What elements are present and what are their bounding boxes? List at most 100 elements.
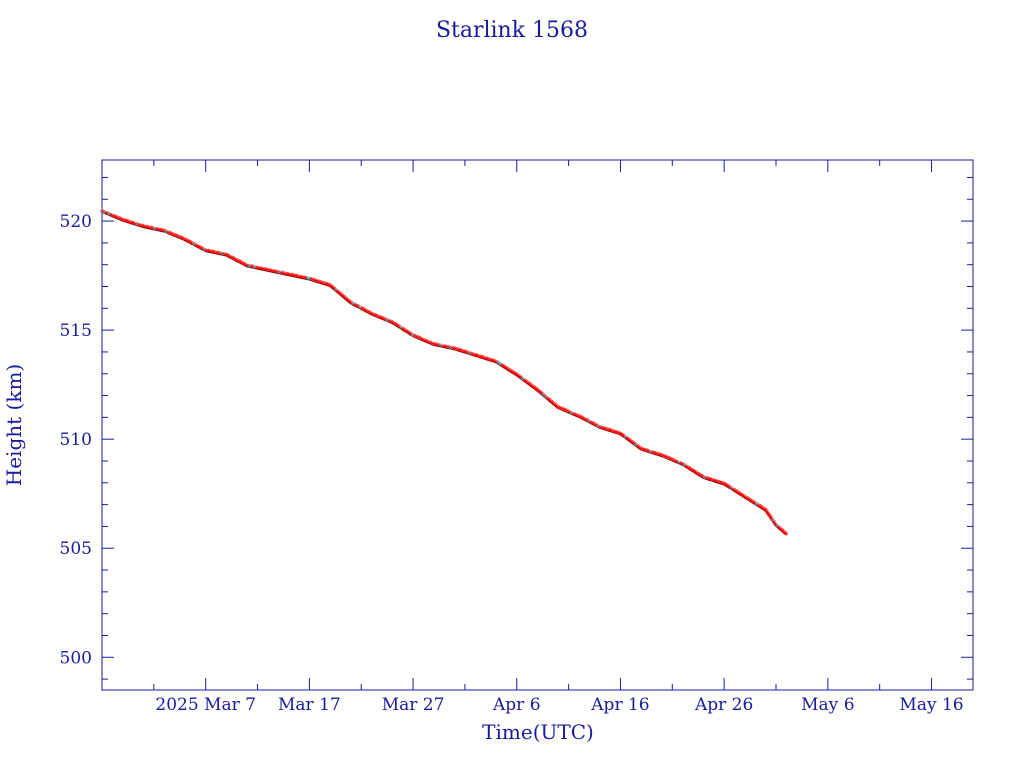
data-point: * — [760, 505, 765, 515]
data-point: * — [417, 335, 422, 345]
data-point: * — [567, 409, 572, 419]
data-point: * — [268, 268, 273, 278]
data-point: * — [528, 382, 533, 392]
data-point: * — [775, 523, 780, 533]
data-point: * — [745, 495, 750, 505]
data-point: * — [475, 353, 480, 363]
data-point: * — [618, 431, 623, 441]
data-point: * — [619, 432, 624, 442]
data-point: * — [477, 354, 482, 364]
data-point: * — [342, 294, 347, 304]
data-point: * — [725, 483, 730, 493]
data-point: * — [360, 306, 365, 316]
data-point: * — [371, 311, 376, 321]
data-point: * — [718, 480, 723, 490]
data-point: * — [422, 337, 427, 347]
data-point: * — [665, 455, 670, 465]
data-point: * — [404, 329, 409, 339]
data-point: * — [148, 225, 153, 235]
data-point: * — [524, 379, 529, 389]
data-point: * — [106, 211, 111, 221]
data-point: * — [548, 398, 553, 408]
data-point: * — [620, 432, 625, 442]
data-point: * — [409, 331, 414, 341]
data-point: * — [755, 502, 760, 512]
data-point: * — [685, 464, 690, 474]
x-tick-label: Mar 17 — [278, 695, 341, 715]
data-point: * — [266, 267, 271, 277]
data-point: * — [572, 411, 577, 421]
data-point: * — [107, 211, 112, 221]
data-point: * — [313, 278, 318, 288]
data-point: * — [644, 448, 649, 458]
data-point: * — [405, 329, 410, 339]
data-point: * — [542, 393, 547, 403]
data-point: * — [408, 331, 413, 341]
data-point: * — [628, 438, 633, 448]
data-point: * — [592, 421, 597, 431]
data-point: * — [219, 251, 224, 261]
data-point: * — [205, 248, 210, 258]
data-point: * — [288, 272, 293, 282]
data-point: * — [498, 362, 503, 372]
data-point: * — [772, 520, 777, 530]
data-point: * — [455, 347, 460, 357]
data-point: * — [319, 280, 324, 290]
data-point: * — [427, 339, 432, 349]
data-point: * — [560, 406, 565, 416]
data-point: * — [604, 426, 609, 436]
data-point: * — [535, 387, 540, 397]
data-point: * — [223, 252, 228, 262]
data-point: * — [706, 476, 711, 486]
y-tick-label: 515 — [60, 321, 92, 341]
data-point: * — [410, 332, 415, 342]
data-point: * — [236, 258, 241, 268]
data-point: * — [678, 460, 683, 470]
data-point: * — [310, 277, 315, 287]
data-point: * — [658, 452, 663, 462]
data-point: * — [549, 399, 554, 409]
data-point: * — [244, 262, 249, 272]
data-point: * — [776, 524, 781, 534]
data-point: * — [435, 342, 440, 352]
data-point: * — [640, 447, 645, 457]
data-point: * — [396, 323, 401, 333]
data-point: * — [338, 291, 343, 301]
data-point: * — [102, 209, 107, 219]
data-point: * — [712, 478, 717, 488]
data-point: * — [495, 360, 500, 370]
data-point: * — [317, 279, 322, 289]
data-point: * — [488, 357, 493, 367]
data-point: * — [742, 493, 747, 503]
data-point: * — [682, 462, 687, 472]
data-point: * — [607, 427, 612, 437]
data-point: * — [215, 250, 220, 260]
data-point: * — [587, 419, 592, 429]
data-point: * — [285, 271, 290, 281]
data-point: * — [368, 310, 373, 320]
data-point: * — [421, 337, 426, 347]
data-point: * — [134, 221, 139, 231]
data-point: * — [750, 499, 755, 509]
data-point: * — [752, 500, 757, 510]
data-point: * — [769, 516, 774, 526]
data-point: * — [366, 309, 371, 319]
x-tick-label: May 16 — [899, 695, 963, 715]
data-point: * — [154, 226, 159, 236]
data-point: * — [629, 438, 634, 448]
data-point: * — [438, 343, 443, 353]
data-point: * — [600, 425, 605, 435]
data-point: * — [258, 266, 263, 276]
data-point: * — [448, 345, 453, 355]
data-point: * — [724, 482, 729, 492]
data-point: * — [323, 281, 328, 291]
data-point: * — [505, 366, 510, 376]
data-point: * — [255, 265, 260, 275]
data-point: * — [240, 260, 245, 270]
data-point: * — [637, 445, 642, 455]
data-point: * — [722, 481, 727, 491]
data-point: * — [399, 325, 404, 335]
data-point: * — [467, 350, 472, 360]
data-point: * — [557, 405, 562, 415]
data-point: * — [135, 222, 140, 232]
